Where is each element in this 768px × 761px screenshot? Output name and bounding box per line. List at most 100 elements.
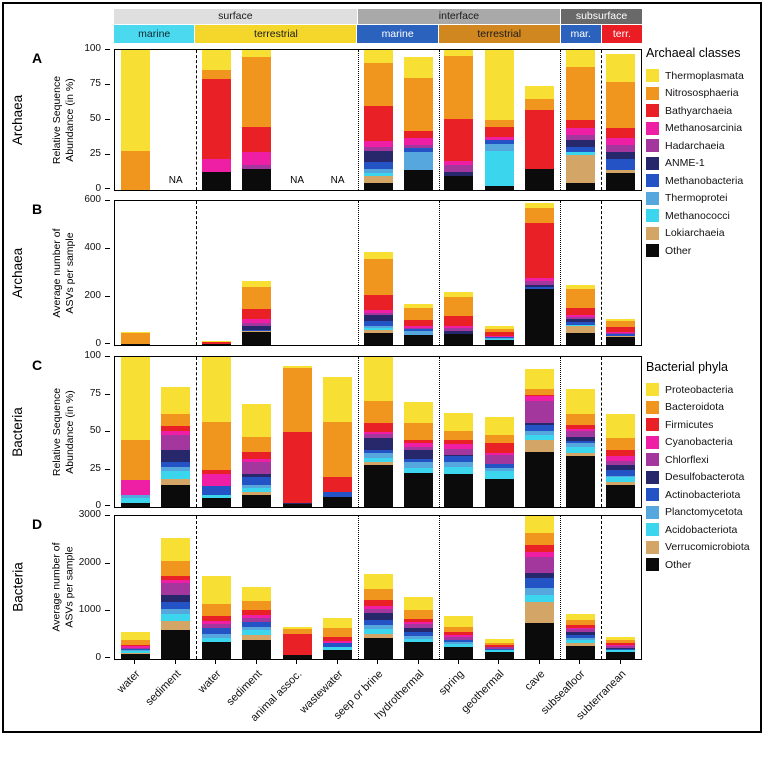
legend-swatch — [646, 453, 659, 467]
legend-swatch — [646, 400, 659, 414]
y-tick-label: 50 — [89, 113, 101, 124]
na-label: NA — [290, 175, 304, 186]
legend-swatch — [646, 139, 659, 153]
x-tick-mark — [134, 660, 136, 664]
bar-segment — [363, 150, 393, 162]
bar-segment — [363, 465, 393, 507]
bar-segment — [201, 637, 231, 643]
bar-segment — [565, 183, 595, 190]
bar-segment — [201, 620, 231, 625]
y-tick-label: 75 — [89, 387, 101, 399]
x-tick-mark — [255, 660, 257, 664]
bar-segment — [606, 484, 636, 507]
bar-segment — [242, 459, 272, 462]
bar-segment — [201, 495, 231, 498]
y-tick-label: 25 — [89, 462, 101, 474]
bar-segment — [484, 651, 514, 659]
bar-segment — [363, 625, 393, 629]
bar-segment — [484, 338, 514, 340]
legend-label: Proteobacteria — [665, 383, 734, 396]
bar-segment — [606, 456, 636, 461]
y-tick-label: 100 — [84, 43, 101, 54]
header-row-environment: marine terrestrial marine terrestrial mar. te… — [114, 25, 643, 43]
group-separator — [357, 357, 359, 507]
bar-segment — [565, 388, 595, 414]
bar-segment — [120, 498, 150, 503]
bar-segment — [161, 601, 191, 609]
bar-segment — [606, 331, 636, 333]
bar-segment — [565, 436, 595, 441]
bar-segment — [606, 647, 636, 649]
x-tick-mark — [215, 660, 217, 664]
bar-segment — [363, 438, 393, 450]
bar-segment — [404, 462, 433, 468]
legend-label: Methanococci — [665, 209, 730, 222]
bar-segment — [161, 613, 191, 621]
legend-swatch — [646, 104, 659, 118]
bar-segment — [282, 432, 312, 503]
legend-item: Proteobacteria — [646, 383, 760, 397]
bar-segment — [120, 648, 150, 650]
bar-segment — [161, 582, 191, 595]
bar-segment — [201, 628, 231, 634]
bar-segment — [404, 325, 433, 329]
bar-segment — [606, 414, 636, 438]
bar-segment — [161, 430, 191, 435]
bar-segment — [565, 642, 595, 646]
bar-segment — [242, 639, 272, 659]
bar-segment — [242, 287, 272, 309]
bar-segment — [444, 474, 474, 507]
x-tick-mark — [296, 660, 298, 664]
bar-segment — [404, 638, 433, 643]
bar-segment — [363, 173, 393, 176]
bar-segment — [606, 333, 636, 334]
bar-segment — [120, 357, 150, 440]
bar-segment — [120, 651, 150, 653]
bar-segment — [363, 400, 393, 423]
group-separator — [357, 201, 359, 345]
bar-segment — [606, 640, 636, 644]
legend-swatch — [646, 86, 659, 100]
bar-segment — [242, 403, 272, 437]
bar-segment — [444, 644, 474, 648]
na-label: NA — [330, 175, 345, 186]
y-tick-label: 0 — [95, 338, 101, 349]
bar-segment — [444, 647, 474, 659]
bar-segment — [404, 459, 433, 462]
plot-bacteria-abundance — [114, 356, 642, 508]
bar-segment — [606, 650, 636, 652]
bar-segment — [201, 343, 231, 345]
bar-segment — [484, 120, 514, 127]
bar-segment — [404, 622, 433, 625]
bar-segment — [201, 642, 231, 659]
group-separator — [600, 516, 602, 659]
group-separator — [560, 357, 562, 507]
bar-segment — [404, 597, 433, 610]
legend-swatch — [646, 523, 659, 537]
bar-segment — [606, 477, 636, 482]
legend-item: Methanobacteria — [646, 174, 760, 188]
bar-segment — [201, 498, 231, 507]
bar-segment — [606, 318, 636, 321]
bar-segment — [242, 622, 272, 628]
group-header-surface: surface — [114, 9, 357, 24]
bar-segment — [565, 441, 595, 443]
bar-segment — [606, 651, 636, 659]
bar-segment — [404, 131, 433, 139]
bar-segment — [242, 635, 272, 640]
group-header-mar: mar. — [559, 25, 601, 43]
bar-segment — [161, 580, 191, 583]
bar-segment — [363, 295, 393, 310]
bar-segment — [161, 484, 191, 507]
legend-swatch — [646, 488, 659, 502]
bar-segment — [565, 285, 595, 289]
bar-segment — [363, 357, 393, 401]
y-tick-mark — [105, 431, 110, 432]
bar-segment — [484, 326, 514, 329]
bar-segment — [565, 128, 595, 136]
bar-segment — [404, 423, 433, 440]
x-tick-mark — [417, 660, 419, 664]
bar-segment — [120, 648, 150, 649]
group-separator — [560, 50, 562, 190]
bar-segment — [201, 616, 231, 621]
